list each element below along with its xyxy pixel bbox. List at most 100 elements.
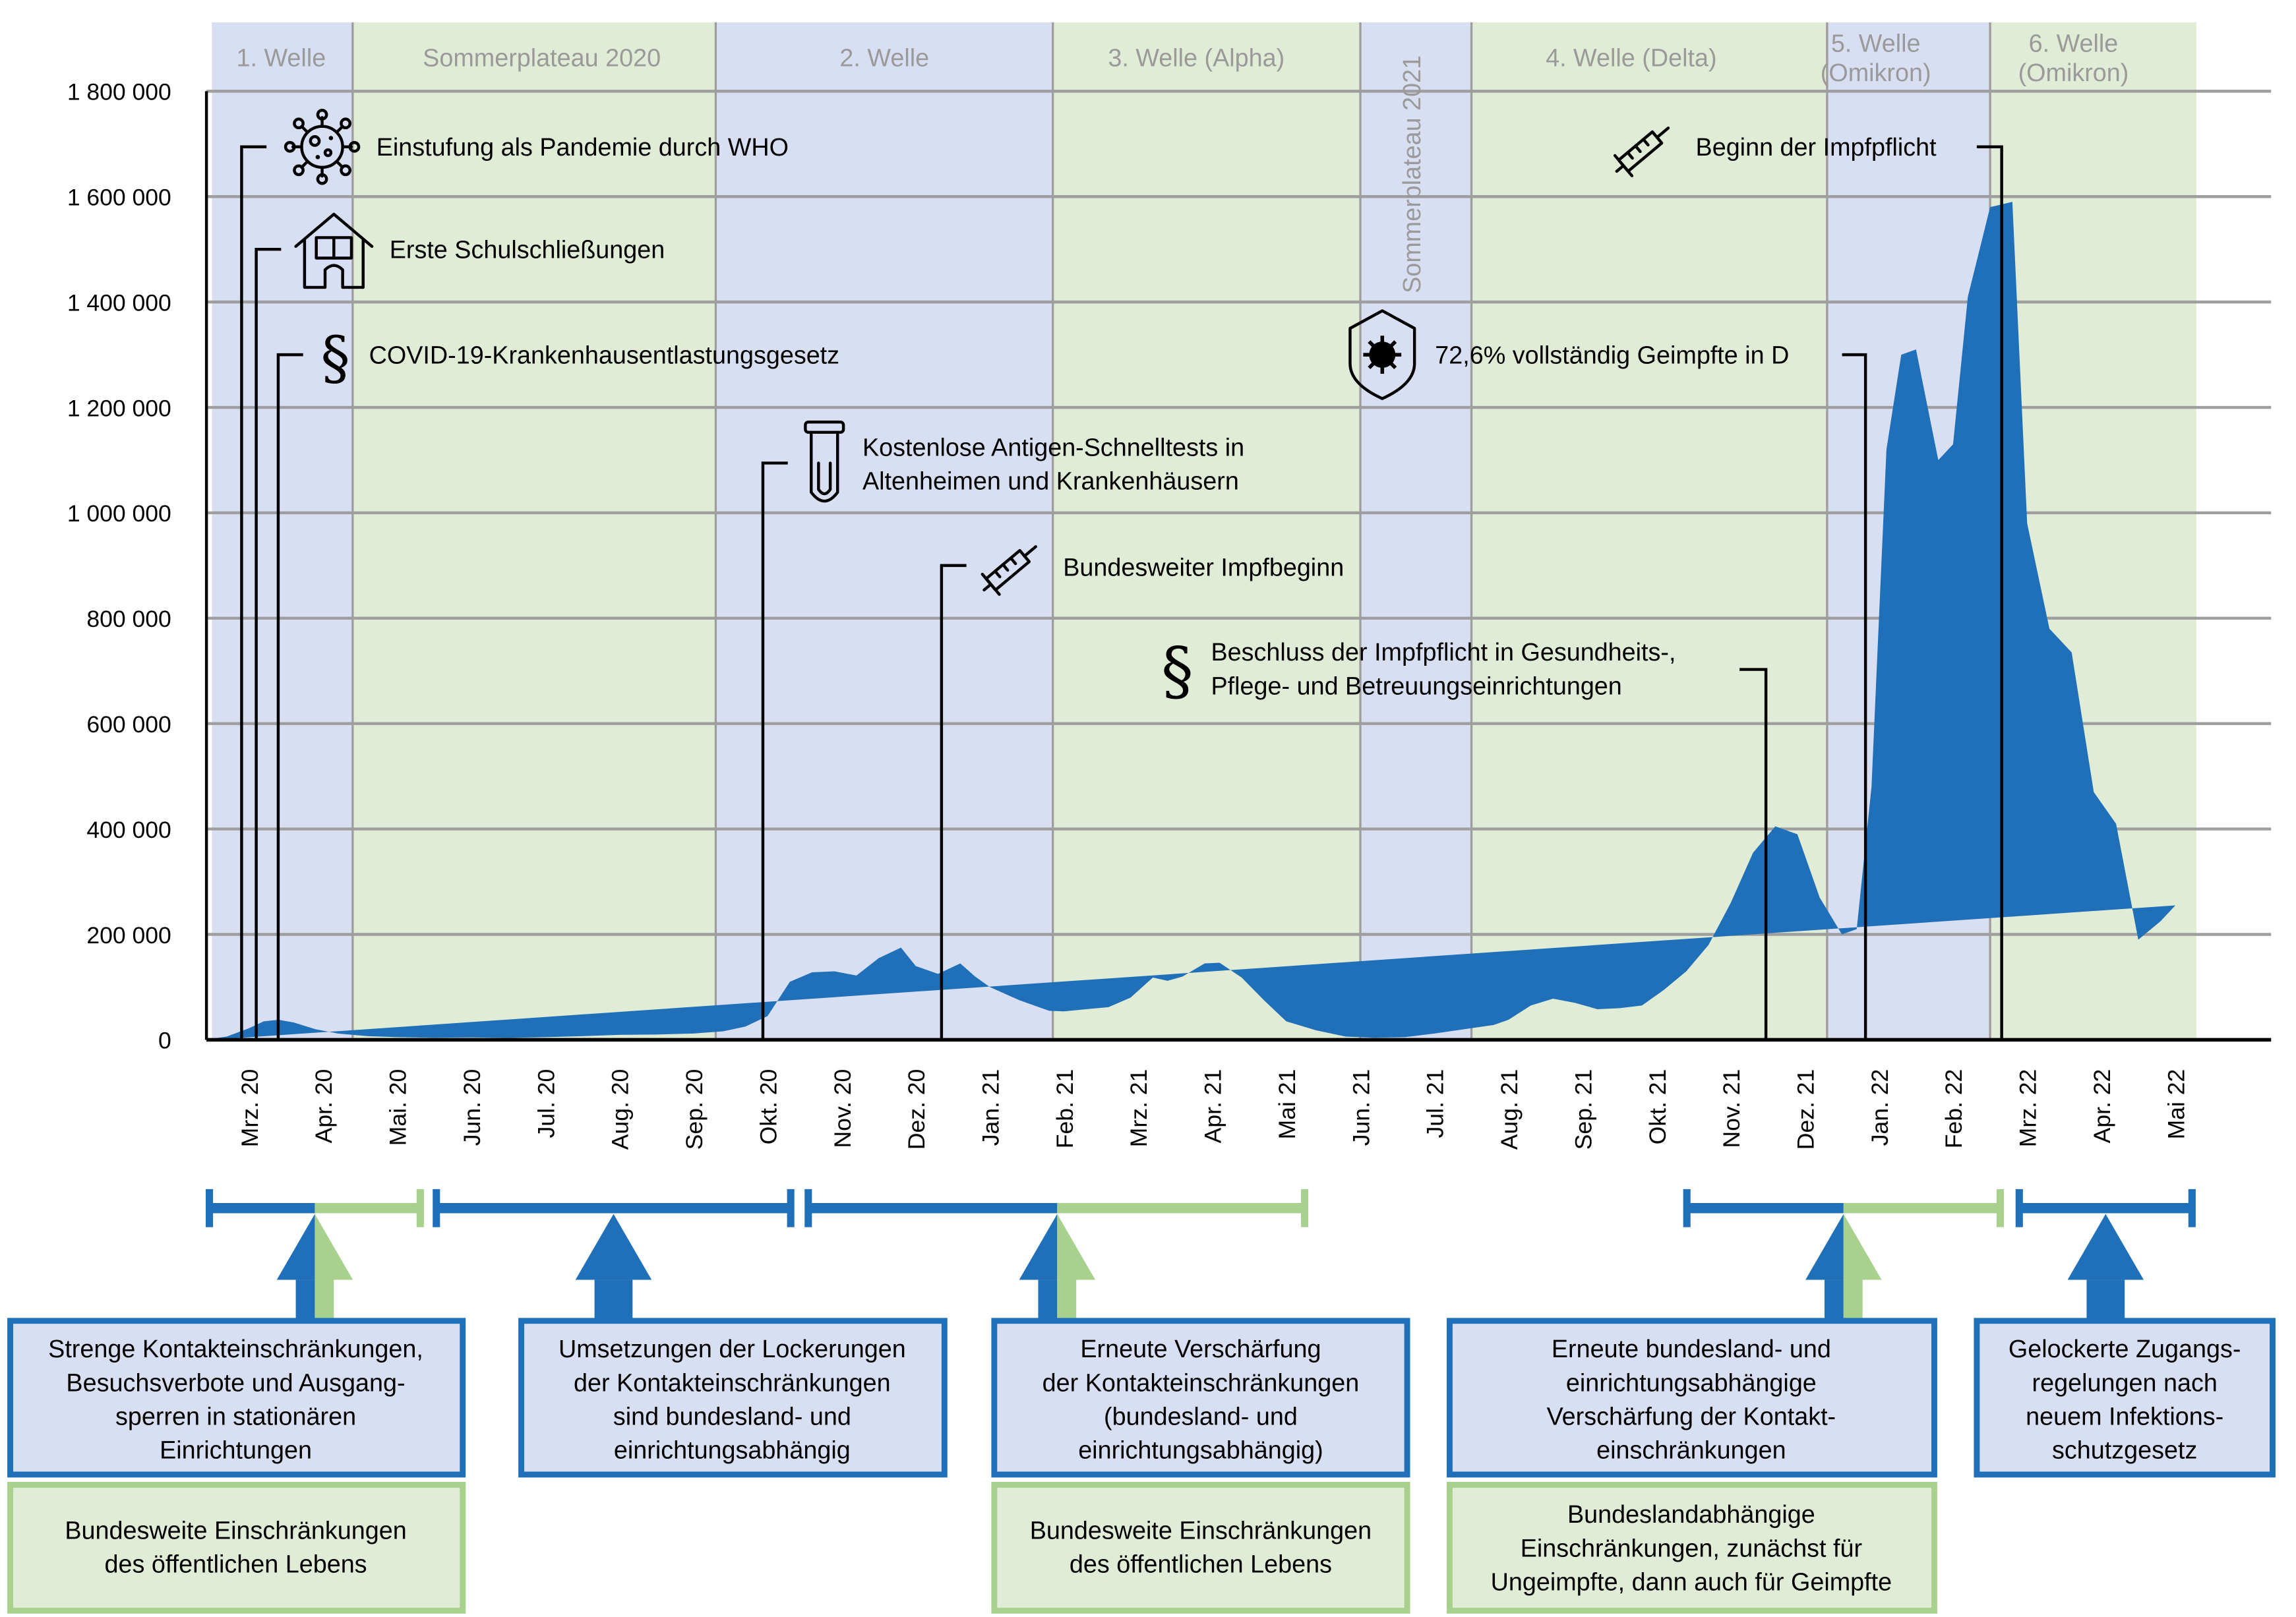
y-tick-label: 200 000: [86, 922, 171, 949]
phase-label-8a: 6. Welle: [2029, 29, 2119, 57]
paragraph-icon: §: [320, 324, 349, 392]
measure-5-line: neuem Infektions-: [2026, 1402, 2223, 1430]
measure-3-line: Erneute Verschärfung: [1080, 1335, 1321, 1363]
x-tick-label: Mai 22: [2163, 1069, 2189, 1140]
arrow-up-icon: [276, 1214, 315, 1280]
x-tick-label: Aug. 21: [1496, 1069, 1523, 1150]
x-tick-label: Dez. 21: [1793, 1069, 1819, 1150]
x-tick-label: Jun. 20: [459, 1069, 485, 1146]
arrow-up-icon-2: [575, 1214, 652, 1280]
annotation-leaders: [240, 145, 2003, 1040]
x-tick-label: Jan. 22: [1867, 1069, 1893, 1146]
measure-3-line: der Kontakteinschränkungen: [1042, 1368, 1360, 1396]
y-tick-label: 800 000: [86, 606, 171, 632]
measure-arrows: [276, 1214, 2144, 1321]
syringe-icon-2: [1613, 126, 1670, 177]
public-measure-1-line: Bundesweite Einschränkungen: [65, 1517, 406, 1544]
measure-4-line: Erneute bundesland- und: [1552, 1335, 1831, 1363]
x-tick-label: Mrz. 21: [1126, 1069, 1152, 1147]
arrow-up-icon-4: [1805, 1214, 1844, 1280]
phase-label-8b: (Omikron): [2018, 59, 2129, 86]
annotation-who: Einstufung als Pandemie durch WHO: [377, 133, 789, 161]
y-tick-label: 0: [158, 1028, 171, 1054]
phase-band-2: [352, 22, 716, 1040]
y-tick-label: 600 000: [86, 711, 171, 738]
x-tick-label: Jul. 21: [1422, 1069, 1449, 1138]
measure-2-line: einrichtungsabhängig: [614, 1436, 851, 1463]
x-tick-label: Sep. 20: [681, 1069, 708, 1150]
phase-band-4: [1052, 22, 1360, 1040]
x-tick-label: Apr. 21: [1200, 1069, 1226, 1144]
annotation-vaccinated-share: 72,6% vollständig Geimpfte in D: [1435, 341, 1789, 368]
x-tick-label: Okt. 21: [1645, 1069, 1671, 1145]
measure-2-line: sind bundesland- und: [613, 1402, 851, 1430]
x-tick-label: Jun. 21: [1348, 1069, 1374, 1146]
annotation-tests-1: Kostenlose Antigen-Schnelltests in: [862, 433, 1244, 461]
annotation-mandate-decision-1: Beschluss der Impfpflicht in Gesundheits…: [1211, 638, 1676, 666]
phase-labels: 1. Welle Sommerplateau 2020 2. Welle 3. …: [237, 29, 2129, 293]
test-tube-icon: [804, 421, 845, 503]
syringe-icon: [981, 545, 1037, 596]
x-tick-label: Okt. 20: [755, 1069, 781, 1145]
x-tick-label: Sep. 21: [1570, 1069, 1596, 1150]
y-tick-label: 1 600 000: [67, 185, 171, 211]
arrow-up-icon-5: [2067, 1214, 2144, 1280]
school-house-icon: [294, 212, 374, 289]
public-measure-2-line: des öffentlichen Lebens: [1070, 1550, 1332, 1578]
x-tick-label: Mai 21: [1274, 1069, 1300, 1140]
measure-1-line: Strenge Kontakteinschränkungen,: [48, 1335, 423, 1363]
annotation-schools: Erste Schulschließungen: [390, 236, 665, 264]
phase-label-6: 4. Welle (Delta): [1546, 44, 1716, 72]
annotation-vaccination-start: Bundesweiter Impfbeginn: [1063, 553, 1344, 581]
measure-5-line: regelungen nach: [2032, 1368, 2218, 1396]
measure-5-line: Gelockerte Zugangs-: [2009, 1335, 2241, 1363]
measure-4-line: Verschärfung der Kontakt-: [1547, 1402, 1836, 1430]
public-measure-2-line: Bundesweite Einschränkungen: [1030, 1517, 1372, 1544]
x-axis-ticks: Mrz. 20 Apr. 20 Mai. 20 Jun. 20 Jul. 20 Aug. …: [237, 1069, 2190, 1150]
x-tick-label: Apr. 20: [311, 1069, 337, 1144]
phase-label-1: 1. Welle: [237, 44, 326, 72]
y-tick-label: 400 000: [86, 817, 171, 843]
shield-virus-icon: [1348, 309, 1416, 400]
x-tick-label: Feb. 22: [1941, 1069, 1967, 1148]
x-tick-label: Feb. 21: [1052, 1069, 1078, 1148]
x-tick-label: Nov. 21: [1718, 1069, 1745, 1148]
phase-label-2: Sommerplateau 2020: [423, 44, 661, 72]
x-tick-label: Mrz. 20: [237, 1069, 263, 1147]
x-tick-label: Mrz. 22: [2015, 1069, 2041, 1147]
phase-label-3: 2. Welle: [839, 44, 929, 72]
public-measure-3-line: Bundeslandabhängige: [1567, 1500, 1815, 1528]
infections-area: [212, 202, 2176, 1040]
phase-label-7a: 5. Welle: [1831, 29, 1921, 57]
measure-box-texts: Strenge Kontakteinschränkungen, Besuchsv…: [48, 1335, 2241, 1595]
phase-label-4: 3. Welle (Alpha): [1108, 44, 1284, 72]
measure-timeline: [206, 1189, 2196, 1227]
measure-1-line: Einrichtungen: [160, 1436, 312, 1463]
measure-boxes: [7, 1318, 2276, 1614]
measure-2-line: Umsetzungen der Lockerungen: [559, 1335, 906, 1363]
y-tick-label: 1 200 000: [67, 395, 171, 421]
x-tick-label: Jul. 20: [533, 1069, 559, 1138]
annotation-tests-2: Altenheimen und Krankenhäusern: [862, 467, 1239, 494]
public-measure-3-line: Einschränkungen, zunächst für: [1521, 1534, 1862, 1562]
y-axis-ticks: 0 200 000 400 000 600 000 800 000 1 000 000 1 …: [67, 79, 171, 1054]
measure-3-line: einrichtungsabhängig): [1078, 1436, 1323, 1463]
annotation-mandate-start: Beginn der Impfpflicht: [1696, 133, 1937, 161]
public-measure-3-line: Ungeimpfte, dann auch für Geimpfte: [1491, 1568, 1892, 1595]
x-tick-label: Dez. 20: [903, 1069, 930, 1150]
phase-band-5: [1360, 22, 1472, 1040]
annotation-mandate-decision-2: Pflege- und Betreuungseinrichtungen: [1211, 672, 1621, 699]
y-tick-label: 1 400 000: [67, 289, 171, 316]
measure-4-line: einrichtungsabhängige: [1566, 1368, 1817, 1396]
public-measure-1-line: des öffentlichen Lebens: [104, 1550, 367, 1578]
phase-label-7b: (Omikron): [1821, 59, 1931, 86]
x-tick-label: Aug. 20: [607, 1069, 634, 1150]
annotation-texts: Einstufung als Pandemie durch WHO Erste …: [369, 133, 1937, 699]
x-tick-label: Mai. 20: [385, 1069, 411, 1146]
virus-icon: [284, 109, 361, 185]
phase-label-5-vertical: Sommerplateau 2021: [1398, 55, 1426, 293]
paragraph-icon-2: §: [1161, 633, 1193, 709]
y-tick-label: 1 800 000: [67, 79, 171, 105]
